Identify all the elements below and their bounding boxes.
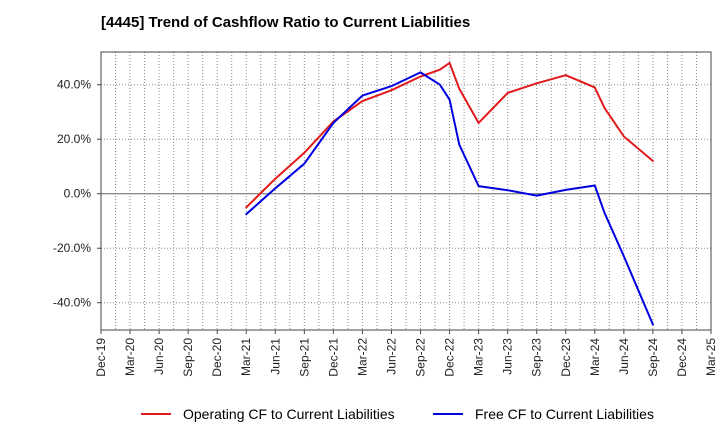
axis-layer: -40.0% -20.0% 0.0% 20.0% 40.0% Dec-19 Mar-20 Ju… <box>53 51 718 377</box>
plot-frame <box>100 51 712 331</box>
grid-layer <box>100 52 712 330</box>
x-tick-label: Mar-24 <box>588 338 602 376</box>
series-layer <box>245 61 654 326</box>
legend-swatch-operating-cf <box>141 413 171 415</box>
x-tick-label: Jun-22 <box>384 338 398 375</box>
x-tick-label: Dec-22 <box>443 338 457 377</box>
x-tick-label: Dec-19 <box>94 338 108 377</box>
y-tick-label: 20.0% <box>57 132 91 146</box>
x-tick-label: Mar-23 <box>472 338 486 376</box>
y-tick-label: -40.0% <box>53 296 91 310</box>
x-tick-label: Dec-24 <box>675 338 689 377</box>
x-tick-label: Mar-21 <box>239 338 253 376</box>
x-tick-label: Sep-21 <box>297 338 311 377</box>
legend-label-free-cf: Free CF to Current Liabilities <box>475 406 654 422</box>
series-line-operating-cf <box>245 61 654 209</box>
x-tick-label: Sep-24 <box>646 338 660 377</box>
y-tick-label: 40.0% <box>57 78 91 92</box>
x-tick-label: Sep-20 <box>181 338 195 377</box>
x-tick-label: Jun-21 <box>268 338 282 375</box>
legend: Operating CF to Current Liabilities Free… <box>0 398 720 430</box>
series-line-free-cf <box>245 71 654 326</box>
x-tick-label: Dec-23 <box>559 338 573 377</box>
legend-label-operating-cf: Operating CF to Current Liabilities <box>183 406 395 422</box>
x-tick-label: Jun-24 <box>617 338 631 375</box>
legend-item-operating-cf: Operating CF to Current Liabilities <box>141 406 395 422</box>
x-tick-label: Mar-22 <box>355 338 369 376</box>
legend-swatch-free-cf <box>433 413 463 415</box>
x-tick-label: Dec-21 <box>326 338 340 377</box>
x-tick-label: Mar-20 <box>123 338 137 376</box>
chart-title: [4445] Trend of Cashflow Ratio to Curren… <box>101 14 471 31</box>
x-tick-label: Sep-23 <box>530 338 544 377</box>
x-tick-label: Dec-20 <box>210 338 224 377</box>
x-tick-label: Jun-23 <box>501 338 515 375</box>
y-tick-label: -20.0% <box>53 241 91 255</box>
legend-item-free-cf: Free CF to Current Liabilities <box>433 406 654 422</box>
y-tick-label: 0.0% <box>64 187 92 201</box>
x-tick-label: Jun-20 <box>152 338 166 375</box>
x-tick-label: Mar-25 <box>704 338 718 376</box>
x-tick-label: Sep-22 <box>414 338 428 377</box>
